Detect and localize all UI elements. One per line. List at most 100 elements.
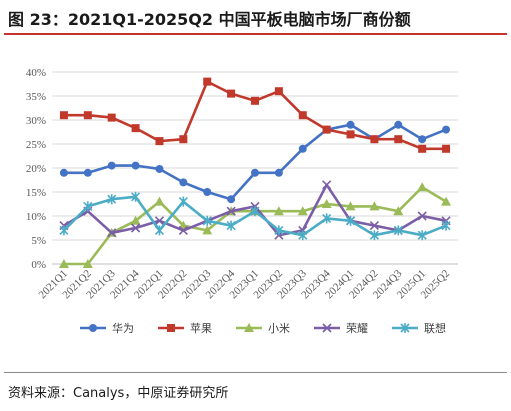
data-point xyxy=(441,220,451,231)
data-point xyxy=(370,135,379,144)
title-underline xyxy=(4,33,507,35)
data-point xyxy=(298,230,308,241)
data-point xyxy=(179,135,188,144)
data-point xyxy=(345,215,356,226)
data-point xyxy=(130,215,141,225)
data-point xyxy=(179,178,188,187)
data-point xyxy=(227,89,236,98)
data-point xyxy=(346,130,355,139)
source-note: 资料来源：Canalys，中原证券研究所 xyxy=(8,386,229,401)
data-point xyxy=(59,111,68,120)
legend-item: 联想 xyxy=(392,321,446,335)
legend: 华为 苹果 小米 荣耀 联想 xyxy=(80,321,446,335)
data-point xyxy=(369,221,379,231)
data-point xyxy=(369,230,379,241)
y-tick-label: 20% xyxy=(26,163,46,175)
data-point xyxy=(155,137,164,146)
data-point xyxy=(131,161,140,170)
legend-item: 华为 xyxy=(80,321,134,335)
data-point xyxy=(107,161,116,170)
data-point xyxy=(154,225,165,236)
data-point xyxy=(107,113,116,122)
y-tick-label: 10% xyxy=(26,211,46,223)
data-point xyxy=(298,144,307,153)
series-4 xyxy=(59,191,451,241)
y-tick-label: 40% xyxy=(26,67,46,79)
data-point xyxy=(203,188,212,196)
data-point xyxy=(441,196,452,206)
data-point xyxy=(131,223,141,233)
data-point xyxy=(251,96,259,105)
data-point xyxy=(226,220,236,231)
data-point xyxy=(442,125,451,134)
data-point xyxy=(274,168,283,177)
data-point xyxy=(59,168,68,177)
data-point xyxy=(322,125,331,134)
data-point xyxy=(83,201,93,212)
legend-marker xyxy=(89,324,97,332)
data-point xyxy=(273,206,284,216)
legend-item: 小米 xyxy=(236,322,290,335)
data-point xyxy=(178,196,188,207)
data-point xyxy=(345,201,356,211)
series-0 xyxy=(59,120,451,204)
data-point xyxy=(297,206,308,216)
legend-marker xyxy=(400,323,410,333)
y-tick-label: 0% xyxy=(31,259,46,271)
data-point xyxy=(298,111,307,120)
data-point xyxy=(394,120,403,129)
data-point xyxy=(322,180,332,190)
series-2 xyxy=(58,182,452,268)
data-point xyxy=(251,168,259,177)
data-point xyxy=(154,216,165,226)
data-point xyxy=(417,230,427,241)
data-point xyxy=(274,225,284,236)
y-tick-label: 30% xyxy=(26,115,46,127)
x-axis: 2021Q12021Q22021Q32021Q42022Q12022Q22022… xyxy=(37,267,453,301)
figure-title: 图 23：2021Q1-2025Q2 中国平板电脑市场厂商份额 xyxy=(8,10,411,29)
legend-label: 华为 xyxy=(112,321,134,335)
data-point xyxy=(82,259,93,268)
data-point xyxy=(417,211,427,221)
data-point xyxy=(418,135,427,144)
legend-item: 荣耀 xyxy=(314,322,368,335)
y-tick-label: 25% xyxy=(26,139,46,151)
data-point xyxy=(250,206,260,217)
legend-label: 小米 xyxy=(268,322,290,335)
data-point xyxy=(393,206,404,216)
legend-label: 荣耀 xyxy=(346,322,368,335)
data-point xyxy=(442,144,451,153)
data-point xyxy=(227,195,236,204)
y-axis: 0% 5% 10% 15% 20% 25% 30% 35% 40% xyxy=(26,67,46,271)
data-point xyxy=(202,225,213,235)
data-point xyxy=(155,164,164,173)
data-point xyxy=(58,259,69,268)
data-point xyxy=(369,201,380,211)
data-point xyxy=(154,196,165,206)
series-line xyxy=(63,123,447,201)
data-point xyxy=(274,87,283,96)
data-point xyxy=(202,215,212,226)
data-point xyxy=(226,206,236,216)
legend-marker xyxy=(322,323,332,333)
series-line xyxy=(63,80,447,151)
data-point xyxy=(203,77,212,86)
data-point xyxy=(59,225,69,236)
data-point xyxy=(83,111,92,120)
series-1 xyxy=(59,77,451,153)
series-lines xyxy=(58,77,452,268)
legend-label: 苹果 xyxy=(190,321,212,335)
data-point xyxy=(178,225,188,235)
data-point xyxy=(417,182,428,192)
data-point xyxy=(418,144,427,153)
data-point xyxy=(131,124,140,133)
data-point xyxy=(322,213,332,224)
legend-item: 苹果 xyxy=(158,321,212,335)
legend-label: 联想 xyxy=(424,321,446,335)
source-divider xyxy=(4,372,507,373)
y-tick-label: 5% xyxy=(31,235,46,247)
data-point xyxy=(394,135,403,144)
data-point xyxy=(393,225,403,236)
data-point xyxy=(107,194,117,205)
